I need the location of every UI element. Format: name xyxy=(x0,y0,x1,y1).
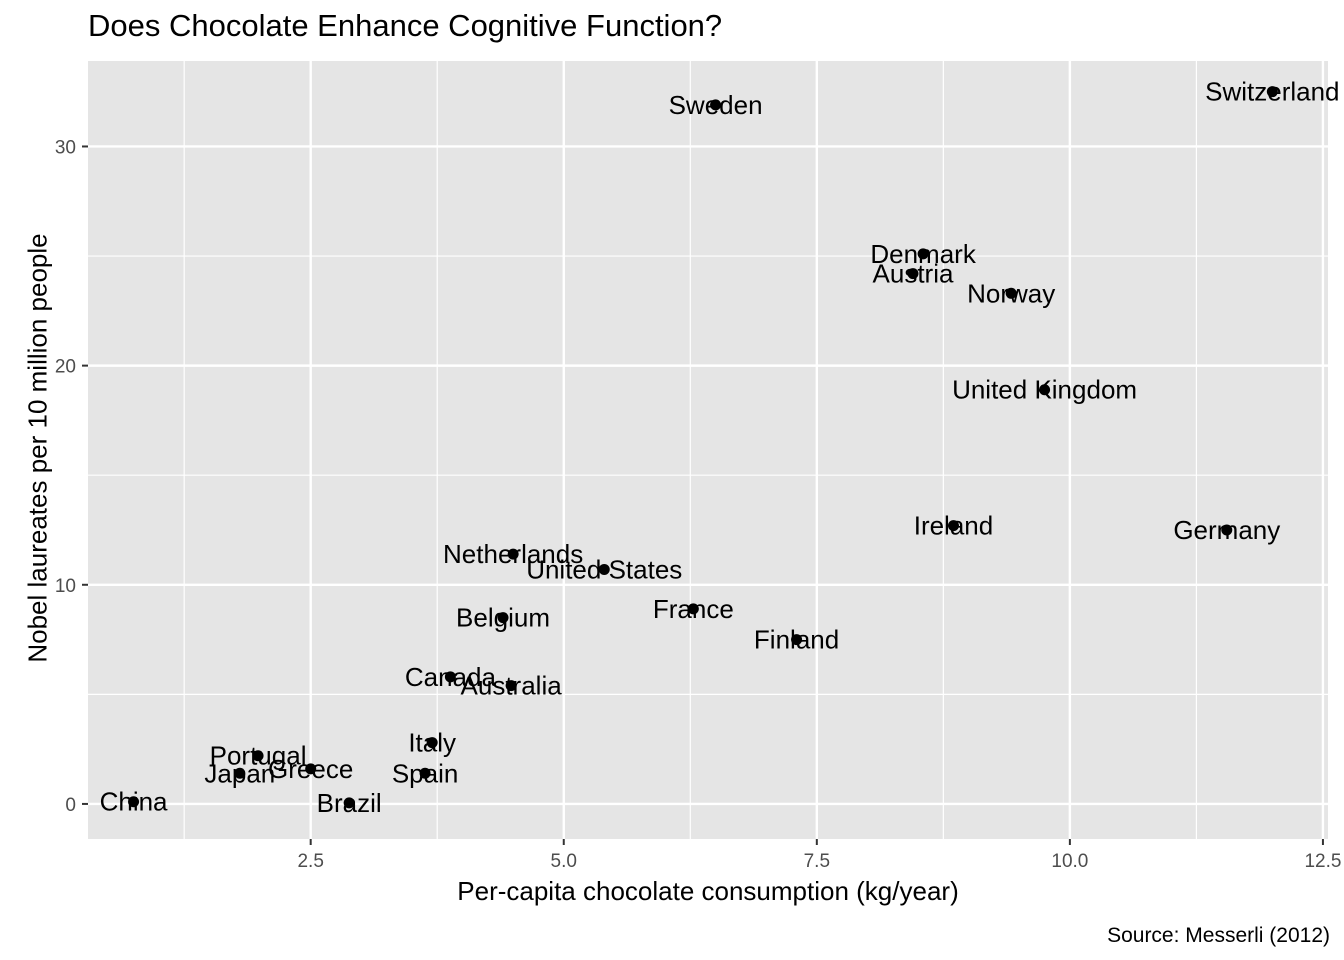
x-tick-label: 5.0 xyxy=(551,851,577,872)
point-label: Switzerland xyxy=(1205,77,1339,107)
data-point xyxy=(252,750,264,762)
point-label: Spain xyxy=(392,758,459,788)
x-tick-label: 7.5 xyxy=(804,851,830,872)
y-tick-label: 30 xyxy=(55,137,76,158)
data-point xyxy=(305,763,317,775)
data-point xyxy=(128,796,140,808)
data-point xyxy=(598,563,610,575)
point-label: United States xyxy=(526,554,682,584)
point-label: Portugal xyxy=(210,741,307,771)
point-label: Italy xyxy=(408,728,456,758)
point-label: France xyxy=(653,594,734,624)
major-gridlines xyxy=(88,61,1328,839)
x-axis-label: Per-capita chocolate consumption (kg/yea… xyxy=(457,876,959,906)
data-point xyxy=(419,767,431,779)
data-point xyxy=(1221,524,1233,536)
point-label: Germany xyxy=(1173,515,1280,545)
point-label: Netherlands xyxy=(443,539,583,569)
chart-title: Does Chocolate Enhance Cognitive Functio… xyxy=(88,8,723,43)
data-point xyxy=(505,680,517,692)
x-tick-label: 2.5 xyxy=(297,851,323,872)
data-point xyxy=(1266,86,1278,98)
point-label: Canada xyxy=(405,662,497,692)
x-axis: 2.5 5.0 7.5 10.0 12.5 xyxy=(297,839,1341,872)
data-point xyxy=(710,99,722,111)
data-point xyxy=(687,603,699,615)
point-label: Greece xyxy=(268,754,353,784)
y-tick-label: 0 xyxy=(65,795,76,816)
point-label: Norway xyxy=(967,278,1055,308)
data-point xyxy=(917,248,929,260)
source-caption: Source: Messerli (2012) xyxy=(1107,924,1330,947)
data-point xyxy=(497,612,509,624)
data-point xyxy=(791,634,803,646)
y-tick-label: 20 xyxy=(55,357,76,378)
data-point xyxy=(234,767,246,779)
x-tick-label: 12.5 xyxy=(1304,851,1341,872)
data-points xyxy=(128,86,1278,809)
y-tick-label: 10 xyxy=(55,576,76,597)
data-point xyxy=(907,268,919,280)
point-label: Belgium xyxy=(456,603,550,633)
point-label: Japan xyxy=(204,758,275,788)
data-point xyxy=(947,520,959,532)
point-label: China xyxy=(100,787,168,817)
point-label: Austria xyxy=(873,259,954,289)
data-point xyxy=(444,671,456,683)
x-tick-label: 10.0 xyxy=(1051,851,1088,872)
point-label: Denmark xyxy=(870,239,976,269)
point-label: Ireland xyxy=(914,511,994,541)
plot-panel xyxy=(88,61,1328,839)
minor-gridlines xyxy=(88,61,1328,839)
y-axis-label: Nobel laureates per 10 million people xyxy=(22,233,53,663)
point-label: Brazil xyxy=(317,788,382,818)
data-point xyxy=(507,548,519,560)
point-label: Australia xyxy=(461,671,563,701)
data-point xyxy=(1005,287,1017,299)
point-label: United Kingdom xyxy=(952,375,1137,405)
data-point xyxy=(1039,384,1051,396)
point-label: Sweden xyxy=(669,90,763,120)
point-label: Finland xyxy=(754,625,839,655)
data-point xyxy=(426,737,438,749)
data-point xyxy=(343,797,355,809)
y-axis: 0 10 20 30 xyxy=(55,137,88,816)
